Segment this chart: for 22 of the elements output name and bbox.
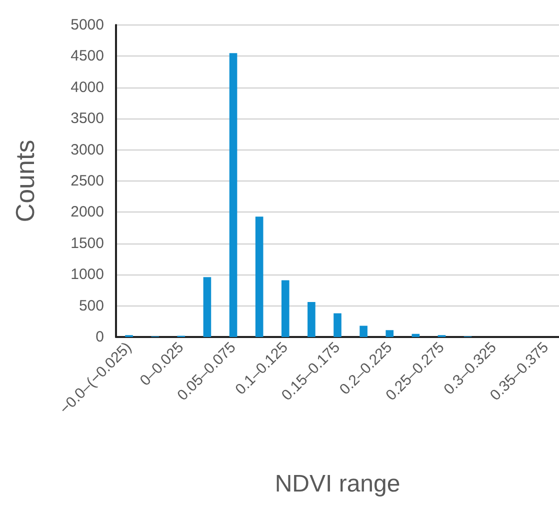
y-axis-title: Counts xyxy=(10,140,40,222)
y-tick-label: 500 xyxy=(78,297,104,314)
bar xyxy=(334,313,342,337)
y-tick-label: 2000 xyxy=(70,204,104,221)
bar xyxy=(203,277,212,337)
y-tick-label: 3000 xyxy=(70,141,104,158)
y-tick-label: 5000 xyxy=(70,16,104,34)
bar xyxy=(229,53,238,337)
bar xyxy=(360,326,368,337)
y-tick-label: 4500 xyxy=(70,48,104,65)
bar xyxy=(281,280,290,337)
bar xyxy=(255,216,264,337)
y-tick-label: 1000 xyxy=(70,266,104,284)
y-tick-label: 3500 xyxy=(70,110,104,128)
bar xyxy=(412,334,420,337)
y-tick-label: 1500 xyxy=(70,234,104,252)
y-tick-label: 4000 xyxy=(70,78,104,96)
y-tick-label: 0 xyxy=(96,328,104,346)
bar xyxy=(308,302,316,337)
y-tick-label: 2500 xyxy=(70,172,104,190)
x-axis-title: NDVI range xyxy=(274,470,400,498)
bar xyxy=(386,330,394,337)
